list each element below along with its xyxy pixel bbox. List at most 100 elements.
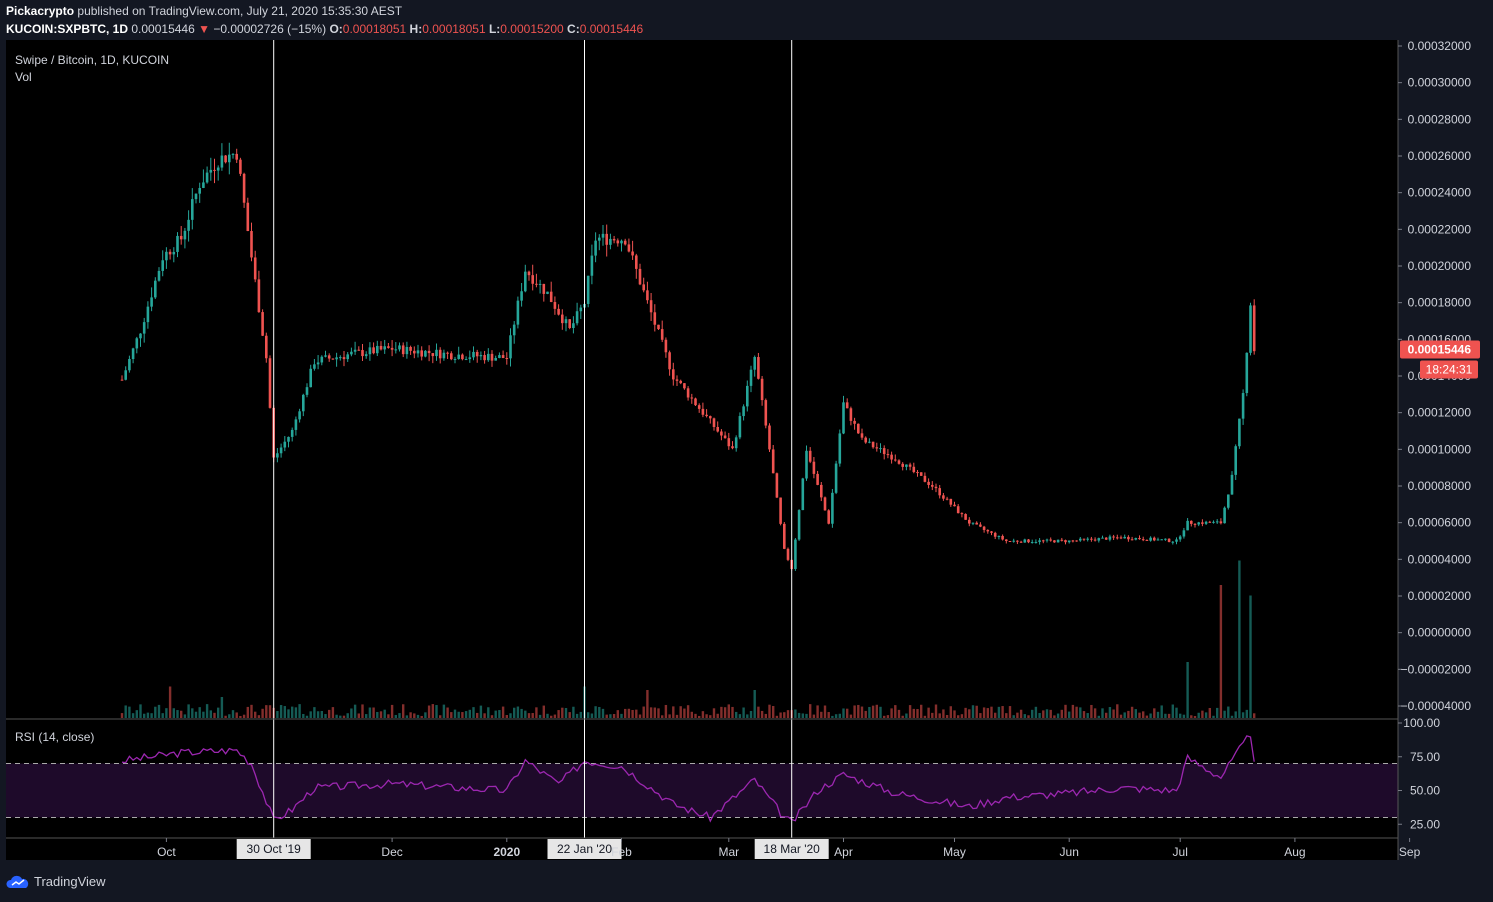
volume-bar	[760, 710, 764, 718]
candle-body	[501, 355, 505, 358]
candle-body	[483, 355, 486, 361]
candle-body	[1079, 538, 1082, 541]
candle-body	[1019, 541, 1023, 543]
rsi-legend[interactable]: RSI (14, close)	[15, 730, 95, 744]
volume-bar	[642, 706, 645, 718]
candle-body	[261, 312, 264, 336]
candle-body	[161, 260, 164, 271]
volume-bar	[1138, 712, 1141, 718]
candle-body	[1223, 507, 1226, 524]
candle-body	[997, 535, 1001, 537]
price-change: −0.00002726 (−15%)	[213, 22, 327, 36]
volume-bar	[1204, 712, 1208, 718]
candle-body	[783, 523, 786, 549]
candle-body	[376, 345, 379, 354]
volume-bar	[479, 705, 483, 718]
candle-body	[927, 481, 930, 485]
time-tick-label: Sep	[1399, 845, 1421, 859]
volume-bar	[487, 707, 490, 718]
candle-body	[320, 356, 324, 363]
candle-body	[827, 510, 830, 524]
volume-bar	[1149, 713, 1152, 718]
volume-bar	[131, 713, 135, 718]
candle-body	[461, 354, 464, 360]
volume-bar	[875, 704, 878, 718]
candle-body	[993, 532, 997, 537]
volume-bar	[1171, 704, 1174, 718]
candle-body	[527, 271, 531, 276]
candle-body	[849, 408, 853, 421]
volume-bar	[923, 715, 927, 718]
price-tick-label: 0.00008000	[1408, 479, 1472, 493]
volume-bar	[220, 697, 224, 718]
volume-bar	[982, 707, 986, 718]
candle-body	[642, 284, 645, 291]
candle-body	[135, 338, 139, 349]
volume-bar	[1053, 715, 1056, 718]
volume-bar	[128, 706, 131, 718]
volume-bar	[809, 704, 812, 718]
volume-bar	[439, 715, 442, 718]
volume-bar	[1079, 707, 1082, 718]
series-legend[interactable]: Swipe / Bitcoin, 1D, KUCOIN	[15, 53, 170, 67]
candle-body	[405, 346, 409, 355]
candle-body	[176, 235, 179, 252]
candle-body	[1252, 305, 1256, 352]
volume-legend[interactable]: Vol	[15, 70, 32, 84]
volume-bar	[276, 711, 279, 718]
candle-body	[1097, 538, 1101, 541]
close-label: C:	[567, 22, 580, 36]
volume-bar	[1060, 709, 1063, 718]
volume-bar	[979, 713, 982, 718]
candle-body	[820, 484, 823, 498]
date-marker-tag	[547, 839, 622, 859]
date-marker-tag	[236, 839, 311, 859]
volume-bar	[568, 712, 571, 718]
volume-bar	[646, 690, 649, 718]
candle-body	[660, 329, 664, 340]
candle-body	[416, 350, 420, 354]
candle-body	[520, 291, 523, 301]
volume-bar	[886, 715, 890, 718]
tradingview-brand[interactable]: TradingView	[6, 874, 106, 889]
volume-bar	[698, 715, 701, 718]
candle-body	[339, 357, 342, 359]
candle-body	[1123, 536, 1126, 539]
volume-bar	[846, 708, 849, 718]
volume-bar	[1086, 713, 1089, 718]
candle-body	[601, 233, 605, 238]
price-tick-label: 0.00024000	[1408, 186, 1472, 200]
volume-bar	[283, 706, 286, 718]
candle-body	[1186, 520, 1189, 531]
candle-body	[982, 526, 986, 530]
volume-bar	[442, 704, 446, 718]
volume-bar	[202, 711, 205, 718]
candle-body	[120, 379, 124, 381]
candle-body	[757, 357, 760, 379]
candle-body	[246, 202, 250, 232]
countdown-label: 18:24:31	[1426, 362, 1473, 376]
candle-body	[860, 433, 864, 438]
volume-bar	[649, 707, 653, 718]
volume-bar	[472, 707, 475, 718]
candle-body	[183, 230, 187, 240]
volume-bar	[968, 709, 971, 718]
candle-body	[198, 187, 201, 194]
candle-body	[919, 472, 923, 476]
volume-bar	[250, 704, 253, 718]
volume-bar	[638, 714, 642, 718]
volume-bar	[516, 706, 520, 718]
candle-body	[1241, 393, 1245, 419]
publisher-name[interactable]: Pickacrypto	[6, 4, 75, 18]
candle-body	[1238, 418, 1241, 447]
candle-body	[564, 319, 568, 324]
volume-bar	[990, 706, 993, 718]
symbol-label[interactable]: KUCOIN:SXPBTC, 1D	[6, 22, 129, 36]
candle-body	[475, 351, 479, 357]
candle-body	[971, 522, 975, 524]
low-value: 0.00015200	[500, 22, 564, 36]
candle-body	[964, 514, 967, 520]
candle-body	[172, 251, 176, 255]
candle-body	[1127, 536, 1130, 540]
